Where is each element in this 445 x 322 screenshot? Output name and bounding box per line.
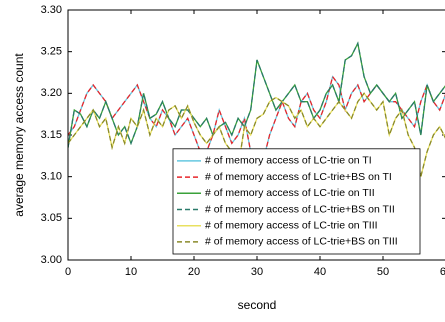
y-tick-label: 3.20 — [41, 87, 62, 99]
x-tick-label: 30 — [251, 266, 263, 278]
x-tick-label: 20 — [188, 266, 200, 278]
legend-box — [172, 148, 421, 255]
y-tick-label: 3.00 — [41, 254, 62, 266]
x-tick-label: 40 — [314, 266, 326, 278]
series-line — [68, 41, 445, 148]
legend-label: # of memory access of LC-trie+BS on TIII — [205, 236, 398, 248]
y-tick-label: 3.30 — [41, 4, 62, 16]
legend-label: # of memory access of LC-trie on TII — [205, 187, 375, 199]
legend-label: # of memory access of LC-trie+BS on TII — [205, 203, 395, 215]
x-tick-label: 10 — [125, 266, 137, 278]
legend-label: # of memory access of LC-trie+BS on TI — [205, 171, 392, 183]
legend-label: # of memory access of LC-trie on TI — [205, 155, 372, 167]
y-tick-label: 3.15 — [41, 129, 62, 141]
x-tick-label: 0 — [65, 266, 71, 278]
x-tick-label: 60 — [440, 266, 445, 278]
plot-frame — [67, 9, 445, 261]
legend-label: # of memory access of LC-trie on TIII — [205, 219, 378, 231]
series-line — [68, 92, 445, 177]
x-axis-label: second — [238, 298, 277, 312]
y-tick-label: 3.05 — [41, 212, 62, 224]
x-tick-label: 50 — [377, 266, 389, 278]
y-tick-label: 3.10 — [41, 171, 62, 183]
y-axis-label: average memory access count — [12, 53, 26, 217]
y-tick-label: 3.25 — [41, 46, 62, 58]
